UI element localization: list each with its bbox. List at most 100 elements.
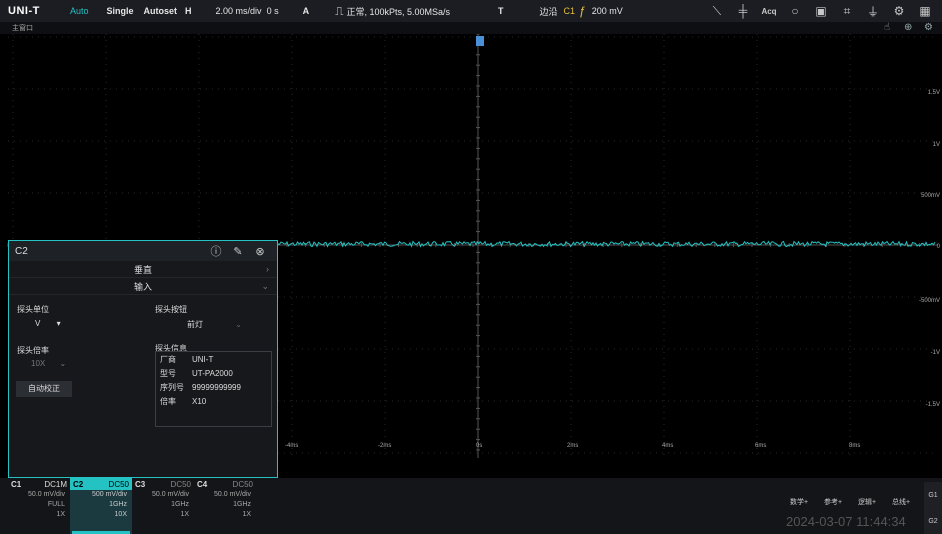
pin-icon[interactable]: ✎ <box>227 245 249 258</box>
chevron-right-icon: › <box>266 264 269 274</box>
probe-button-value: 前灯 <box>187 320 203 329</box>
probe-unit-label: 探头单位 <box>17 304 49 315</box>
section-vertical[interactable]: 垂直 › <box>9 261 277 278</box>
settings-icon[interactable]: ⚙ <box>886 4 912 18</box>
channel-coupling: DC50 <box>233 480 253 489</box>
channel-probe: 1X <box>8 510 70 520</box>
channel-c4-box[interactable]: C4 DC50 50.0 mV/div 1GHz 1X <box>194 478 256 534</box>
main-window-label[interactable]: 主窗口 <box>12 23 33 33</box>
probe-unit-value: V <box>35 319 40 328</box>
chevron-down-icon: ⌄ <box>261 281 269 292</box>
close-icon[interactable]: ⊗ <box>249 245 271 258</box>
channel-name: C4 <box>197 480 207 489</box>
ref-menu-button[interactable]: 参考+ <box>824 497 842 507</box>
math-menu-button[interactable]: 数学+ <box>790 497 808 507</box>
g1-button[interactable]: G1 <box>924 482 942 510</box>
v-scale-label: -1V <box>931 350 940 356</box>
single-button[interactable]: Single <box>107 6 134 16</box>
time-tick-label: 8ms <box>849 443 860 449</box>
v-scale-label: -500mV <box>919 298 940 304</box>
horizontal-label[interactable]: H <box>185 6 192 16</box>
info-value: UNI-T <box>192 355 213 364</box>
measure-icon[interactable]: ⟍ <box>704 4 730 19</box>
trigger-label[interactable]: T <box>498 6 504 16</box>
time-tick-label: 0s <box>476 443 482 449</box>
section-input[interactable]: 输入 ⌄ <box>9 278 277 295</box>
g2-button[interactable]: G2 <box>924 508 942 534</box>
help-icon[interactable]: ⓘ <box>205 243 227 259</box>
channel-coupling: DC50 <box>171 480 191 489</box>
time-tick-label: 2ms <box>567 443 578 449</box>
autoset-button[interactable]: Autoset <box>144 6 178 16</box>
trigger-type[interactable]: 边沿 <box>540 5 558 18</box>
zoom-icon[interactable]: ⊕ <box>904 22 912 33</box>
section-vertical-label: 垂直 <box>134 263 152 276</box>
info-key: 倍率 <box>156 396 184 407</box>
info-key: 厂商 <box>156 354 184 365</box>
screenshot-icon[interactable]: ⌗ <box>834 4 860 19</box>
channel-scale: 500 mV/div <box>70 490 132 500</box>
acquire-label[interactable]: A <box>303 6 310 16</box>
channel-scale: 50.0 mV/div <box>194 490 256 500</box>
bus-menu-button[interactable]: 总线+ <box>892 497 910 507</box>
probe-unit-select[interactable]: V ▾ <box>35 319 61 328</box>
channel-scale: 50.0 mV/div <box>8 490 70 500</box>
hand-icon[interactable]: ☝ <box>884 22 890 33</box>
info-key: 型号 <box>156 368 184 379</box>
channel-probe: 1X <box>132 510 194 520</box>
trigger-position-marker[interactable] <box>476 36 484 46</box>
v-scale-label: 0 <box>937 244 940 250</box>
probe-ratio-label: 探头倍率 <box>17 345 49 356</box>
channel-c3-box[interactable]: C3 DC50 50.0 mV/div 1GHz 1X <box>132 478 194 534</box>
probe-button-select[interactable]: 前灯 ⌄ <box>187 319 242 330</box>
save-icon[interactable]: ▣ <box>808 4 834 18</box>
channel-settings-panel: C2 ⓘ ✎ ⊗ 垂直 › 输入 ⌄ 探头单位 V ▾ 探头按钮 前灯 ⌄ 探头… <box>8 240 278 478</box>
caret-down-icon: ▾ <box>57 319 61 328</box>
channel-bandwidth: 1GHz <box>132 500 194 510</box>
rising-edge-icon: ƒ <box>579 4 586 18</box>
channel-scale: 50.0 mV/div <box>132 490 194 500</box>
channel-name: C3 <box>135 480 145 489</box>
gear-small-icon[interactable]: ⚙ <box>924 22 933 33</box>
caret-down-icon: ⌄ <box>59 359 66 368</box>
channel-bandwidth: 1GHz <box>194 500 256 510</box>
section-input-label: 输入 <box>134 280 152 293</box>
channel-c1-box[interactable]: C1 DC1M 50.0 mV/div FULL 1X <box>8 478 70 534</box>
time-tick-label: 4ms <box>662 443 673 449</box>
top-toolbar: UNI-T Auto Single Autoset H 2.00 ms/div … <box>0 0 942 22</box>
datetime-display: 2024-03-07 11:44:34 <box>786 514 906 529</box>
acquisition-info[interactable]: 正常, 100kPts, 5.00MSa/s <box>346 5 450 18</box>
info-value: 99999999999 <box>192 383 241 392</box>
layout-icon[interactable]: ▦ <box>912 4 938 18</box>
cursor-icon[interactable]: ╪ <box>730 4 756 18</box>
v-scale-label: 1.5V <box>928 90 940 96</box>
time-tick-label: 6ms <box>755 443 766 449</box>
trigger-level[interactable]: 200 mV <box>592 6 623 16</box>
probe-ratio-value: 10X <box>31 359 45 368</box>
logic-menu-button[interactable]: 逻辑+ <box>858 497 876 507</box>
channel-bandwidth: 1GHz <box>70 500 132 510</box>
acq-icon[interactable]: Acq <box>756 7 782 16</box>
info-value: UT-PA2000 <box>192 369 233 378</box>
info-row: 序列号 99999999999 <box>156 380 271 394</box>
channel-c2-box[interactable]: C2 DC50 500 mV/div 1GHz 10X <box>70 478 132 534</box>
probe-button-label: 探头按钮 <box>155 304 187 315</box>
trigger-source[interactable]: C1 <box>564 6 576 16</box>
time-tick-label: -2ms <box>378 443 391 449</box>
window-tab-bar: 主窗口 ☝ ⊕ ⚙ <box>0 22 942 34</box>
v-scale-label: 500mV <box>921 193 940 199</box>
channel-bandwidth: FULL <box>8 500 70 510</box>
run-mode-auto[interactable]: Auto <box>70 6 89 16</box>
v-scale-label: -1.5V <box>926 402 940 408</box>
timebase-value[interactable]: 2.00 ms/div <box>216 6 262 16</box>
v-scale-label: 1V <box>933 142 940 148</box>
time-offset-value[interactable]: 0 s <box>267 6 279 16</box>
channel-coupling: DC50 <box>109 480 129 489</box>
info-row: 型号 UT-PA2000 <box>156 366 271 380</box>
panel-title: C2 <box>15 246 205 257</box>
search-icon[interactable]: ○ <box>782 4 808 18</box>
auto-calibrate-button[interactable]: 自动校正 <box>16 381 72 397</box>
utility-icon[interactable]: ⏚ <box>860 3 886 20</box>
probe-ratio-select[interactable]: 10X ⌄ <box>31 359 66 368</box>
channel-name: C2 <box>73 480 83 489</box>
